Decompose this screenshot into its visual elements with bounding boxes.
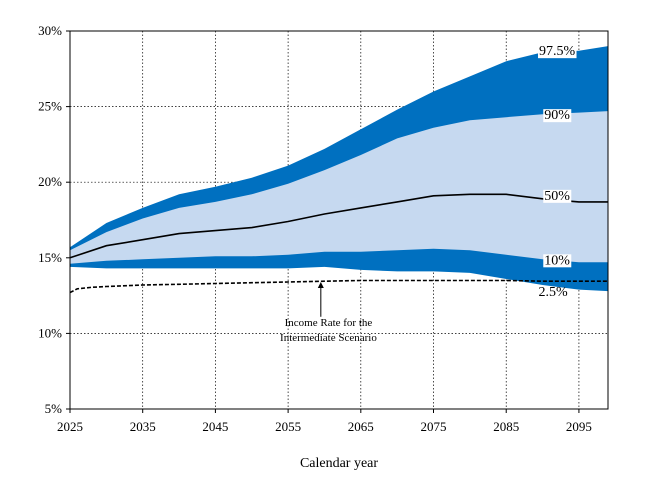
- annotation-line-2: Intermediate Scenario: [280, 332, 377, 344]
- percentile-label: 97.5%: [539, 44, 576, 59]
- x-tick-label: 2085: [493, 419, 519, 434]
- x-tick-label: 2075: [421, 419, 447, 434]
- intermediate-scenario: [69, 279, 608, 294]
- plot-frame: [69, 30, 609, 410]
- y-tick-label: 5%: [45, 401, 63, 416]
- annotation-arrow-head: [317, 281, 324, 289]
- x-axis-title: Calendar year: [300, 456, 378, 471]
- percentile-label: 50%: [544, 189, 570, 204]
- percentile-label: 10%: [544, 253, 570, 268]
- x-tick-label: 2095: [566, 419, 592, 434]
- percentile-lines: [69, 193, 608, 259]
- x-tick-label: 2035: [130, 419, 156, 434]
- x-tick-label: 2055: [275, 419, 301, 434]
- percentile-label-bg: [543, 254, 572, 268]
- percentile-label: 90%: [544, 108, 570, 123]
- x-tick-label: 2045: [202, 419, 228, 434]
- percentile-label-bg: [543, 109, 572, 123]
- y-tick-label: 30%: [38, 23, 62, 38]
- percentile-label-bg: [543, 189, 572, 203]
- annotation: Income Rate for the Intermediate Scenari…: [280, 281, 377, 344]
- axes: 5% 10% 15% 20% 25% 30% 2025 2035 2045 2055 2065 207…: [38, 23, 592, 434]
- intermediate-scenario-line: [69, 279, 608, 294]
- median-line: [69, 193, 608, 259]
- y-tick-label: 10%: [38, 325, 62, 340]
- percentile-label-bg: [538, 45, 577, 59]
- percentile-labels: 97.5% 90% 50% 10% 2.5%: [538, 44, 577, 300]
- y-tick-label: 15%: [38, 250, 62, 265]
- y-tick-label: 20%: [38, 174, 62, 189]
- x-tick-label: 2065: [348, 419, 374, 434]
- band-10-90: [70, 111, 608, 264]
- annotation-line-1: Income Rate for the: [285, 317, 373, 329]
- percentile-label: 2.5%: [539, 285, 569, 300]
- y-tick-label: 25%: [38, 99, 62, 114]
- x-tick-label: 2025: [57, 419, 83, 434]
- percentile-bands: [70, 46, 608, 292]
